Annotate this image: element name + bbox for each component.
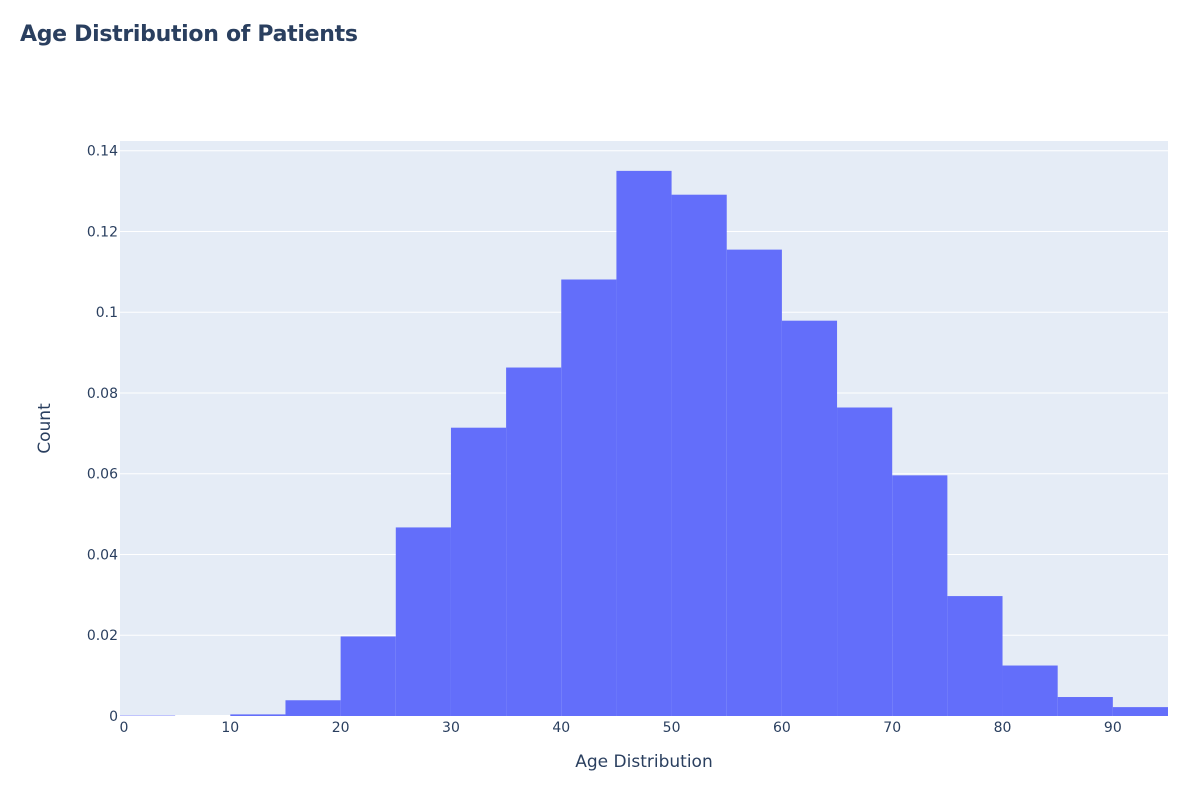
chart-title: Age Distribution of Patients — [20, 22, 358, 47]
x-tick-label: 50 — [663, 720, 681, 736]
x-tick-label: 80 — [994, 720, 1012, 736]
histogram-bar — [506, 367, 562, 716]
x-tick-label: 10 — [221, 720, 239, 736]
histogram-bar — [616, 170, 672, 716]
y-tick-label: 0.12 — [87, 224, 118, 240]
y-tick-label: 0 — [109, 709, 118, 725]
histogram-bar — [892, 475, 948, 716]
bars — [120, 170, 1168, 717]
y-tick-label: 0.08 — [87, 386, 118, 402]
y-tick-label: 0.1 — [96, 305, 118, 321]
x-tick-label: 40 — [552, 720, 570, 736]
histogram-bar — [230, 714, 286, 716]
histogram-bar — [1112, 707, 1168, 716]
x-tick-label: 20 — [332, 720, 350, 736]
histogram-bar — [561, 279, 617, 716]
y-axis-title: Count — [35, 403, 55, 454]
x-tick-label: 60 — [773, 720, 791, 736]
histogram-bar — [781, 320, 838, 716]
y-tick-label: 0.14 — [87, 144, 118, 160]
histogram-bar — [726, 249, 782, 716]
x-tick-label: 30 — [442, 720, 460, 736]
histogram-bar — [671, 194, 727, 717]
x-tick-label: 90 — [1104, 720, 1122, 736]
histogram-bar — [340, 636, 396, 716]
histogram-bar — [395, 527, 451, 716]
y-tick-label: 0.06 — [87, 467, 118, 483]
histogram-bar — [450, 427, 507, 716]
histogram-bar — [1057, 697, 1113, 716]
y-tick-label: 0.04 — [87, 547, 118, 563]
x-tick-label: 70 — [883, 720, 901, 736]
histogram-bar — [1002, 665, 1058, 716]
histogram-bar — [285, 700, 341, 716]
y-axis-ticks: 0 0.02 0.04 0.06 0.08 0.1 0.12 0.14 — [87, 144, 118, 725]
x-axis-title: Age Distribution — [575, 752, 712, 772]
x-axis-ticks: 0 10 20 30 40 50 60 70 80 90 — [120, 720, 1122, 736]
x-tick-label: 0 — [120, 720, 129, 736]
histogram-bar — [947, 596, 1003, 716]
y-tick-label: 0.02 — [87, 628, 118, 644]
histogram-bar — [837, 407, 893, 716]
